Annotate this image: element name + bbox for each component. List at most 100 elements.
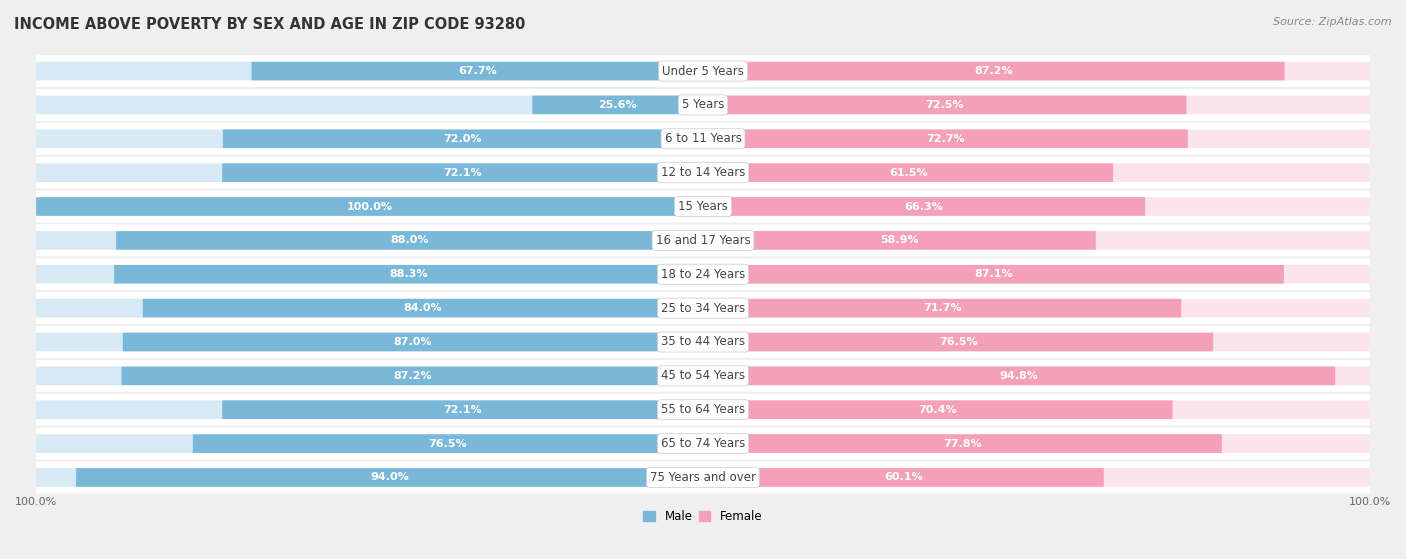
- FancyBboxPatch shape: [122, 333, 703, 351]
- FancyBboxPatch shape: [37, 231, 703, 250]
- Text: 6 to 11 Years: 6 to 11 Years: [665, 132, 741, 145]
- FancyBboxPatch shape: [703, 434, 1222, 453]
- FancyBboxPatch shape: [703, 61, 1285, 80]
- Text: 25.6%: 25.6%: [599, 100, 637, 110]
- FancyBboxPatch shape: [37, 157, 1369, 188]
- FancyBboxPatch shape: [703, 163, 1114, 182]
- FancyBboxPatch shape: [37, 394, 1369, 425]
- FancyBboxPatch shape: [703, 367, 1336, 385]
- FancyBboxPatch shape: [37, 258, 1369, 290]
- FancyBboxPatch shape: [37, 225, 1369, 257]
- FancyBboxPatch shape: [76, 468, 703, 487]
- Text: 72.1%: 72.1%: [443, 405, 482, 415]
- Legend: Male, Female: Male, Female: [638, 506, 768, 528]
- FancyBboxPatch shape: [222, 163, 703, 182]
- Text: 84.0%: 84.0%: [404, 303, 443, 313]
- FancyBboxPatch shape: [222, 400, 703, 419]
- FancyBboxPatch shape: [703, 400, 1173, 419]
- FancyBboxPatch shape: [37, 400, 703, 419]
- Text: 75 Years and over: 75 Years and over: [650, 471, 756, 484]
- FancyBboxPatch shape: [117, 231, 703, 250]
- Text: 72.5%: 72.5%: [925, 100, 965, 110]
- Text: 77.8%: 77.8%: [943, 439, 981, 448]
- Text: 87.0%: 87.0%: [394, 337, 432, 347]
- Text: 94.8%: 94.8%: [1000, 371, 1039, 381]
- FancyBboxPatch shape: [37, 333, 703, 351]
- FancyBboxPatch shape: [533, 96, 703, 114]
- Text: 88.0%: 88.0%: [391, 235, 429, 245]
- Text: 65 to 74 Years: 65 to 74 Years: [661, 437, 745, 450]
- FancyBboxPatch shape: [37, 163, 703, 182]
- Text: 58.9%: 58.9%: [880, 235, 918, 245]
- FancyBboxPatch shape: [703, 468, 1104, 487]
- FancyBboxPatch shape: [703, 130, 1188, 148]
- FancyBboxPatch shape: [703, 299, 1181, 318]
- FancyBboxPatch shape: [703, 333, 1213, 351]
- Text: 71.7%: 71.7%: [922, 303, 962, 313]
- FancyBboxPatch shape: [37, 197, 703, 216]
- Text: 87.2%: 87.2%: [974, 66, 1014, 76]
- FancyBboxPatch shape: [37, 292, 1369, 324]
- FancyBboxPatch shape: [121, 367, 703, 385]
- FancyBboxPatch shape: [193, 434, 703, 453]
- FancyBboxPatch shape: [703, 434, 1369, 453]
- FancyBboxPatch shape: [37, 96, 703, 114]
- Text: 16 and 17 Years: 16 and 17 Years: [655, 234, 751, 247]
- Text: 72.7%: 72.7%: [927, 134, 965, 144]
- FancyBboxPatch shape: [703, 231, 1095, 250]
- FancyBboxPatch shape: [703, 265, 1284, 283]
- Text: 72.0%: 72.0%: [444, 134, 482, 144]
- FancyBboxPatch shape: [703, 61, 1369, 80]
- FancyBboxPatch shape: [222, 130, 703, 148]
- FancyBboxPatch shape: [703, 163, 1369, 182]
- Text: 94.0%: 94.0%: [370, 472, 409, 482]
- FancyBboxPatch shape: [703, 400, 1369, 419]
- Text: Under 5 Years: Under 5 Years: [662, 64, 744, 78]
- FancyBboxPatch shape: [37, 61, 703, 80]
- Text: 61.5%: 61.5%: [889, 168, 928, 178]
- FancyBboxPatch shape: [143, 299, 703, 318]
- FancyBboxPatch shape: [37, 265, 703, 283]
- Text: 45 to 54 Years: 45 to 54 Years: [661, 369, 745, 382]
- FancyBboxPatch shape: [703, 130, 1369, 148]
- Text: 88.3%: 88.3%: [389, 269, 427, 280]
- FancyBboxPatch shape: [37, 428, 1369, 459]
- FancyBboxPatch shape: [703, 197, 1369, 216]
- Text: 66.3%: 66.3%: [904, 202, 943, 211]
- Text: Source: ZipAtlas.com: Source: ZipAtlas.com: [1274, 17, 1392, 27]
- FancyBboxPatch shape: [37, 197, 703, 216]
- Text: 5 Years: 5 Years: [682, 98, 724, 111]
- FancyBboxPatch shape: [37, 367, 703, 385]
- FancyBboxPatch shape: [252, 61, 703, 80]
- Text: 15 Years: 15 Years: [678, 200, 728, 213]
- Text: 25 to 34 Years: 25 to 34 Years: [661, 302, 745, 315]
- Text: 72.1%: 72.1%: [443, 168, 482, 178]
- FancyBboxPatch shape: [37, 462, 1369, 494]
- FancyBboxPatch shape: [37, 191, 1369, 222]
- Text: 12 to 14 Years: 12 to 14 Years: [661, 166, 745, 179]
- FancyBboxPatch shape: [37, 299, 703, 318]
- FancyBboxPatch shape: [37, 360, 1369, 392]
- FancyBboxPatch shape: [703, 96, 1369, 114]
- Text: 55 to 64 Years: 55 to 64 Years: [661, 403, 745, 416]
- FancyBboxPatch shape: [703, 299, 1369, 318]
- FancyBboxPatch shape: [37, 123, 1369, 155]
- FancyBboxPatch shape: [703, 231, 1369, 250]
- FancyBboxPatch shape: [703, 468, 1369, 487]
- FancyBboxPatch shape: [703, 96, 1187, 114]
- Text: 35 to 44 Years: 35 to 44 Years: [661, 335, 745, 348]
- FancyBboxPatch shape: [37, 130, 703, 148]
- Text: 87.2%: 87.2%: [392, 371, 432, 381]
- FancyBboxPatch shape: [37, 468, 703, 487]
- FancyBboxPatch shape: [37, 55, 1369, 87]
- Text: 70.4%: 70.4%: [918, 405, 957, 415]
- FancyBboxPatch shape: [703, 265, 1369, 283]
- FancyBboxPatch shape: [114, 265, 703, 283]
- Text: 76.5%: 76.5%: [429, 439, 467, 448]
- FancyBboxPatch shape: [703, 333, 1369, 351]
- Text: 60.1%: 60.1%: [884, 472, 922, 482]
- FancyBboxPatch shape: [37, 326, 1369, 358]
- FancyBboxPatch shape: [703, 197, 1144, 216]
- Text: 76.5%: 76.5%: [939, 337, 977, 347]
- Text: 67.7%: 67.7%: [458, 66, 496, 76]
